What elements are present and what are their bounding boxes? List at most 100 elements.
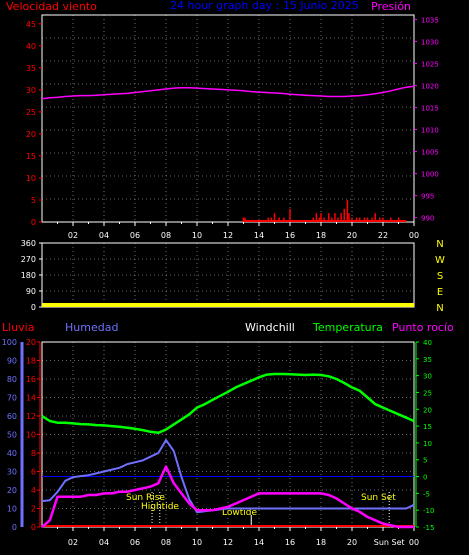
compass-label: S xyxy=(437,271,443,282)
dewpoint-label: Punto rocío xyxy=(392,321,454,334)
direction-y-tick-label: 180 xyxy=(21,271,36,280)
pressure-y-tick-label: 1030 xyxy=(421,38,439,46)
humidity-y-tick-label: 60 xyxy=(7,412,17,421)
compass-label: N xyxy=(436,303,443,314)
x-tick-label: 16 xyxy=(285,538,295,547)
temperature-y-tick-label: 35 xyxy=(423,356,432,364)
rain-y-tick-label: 0 xyxy=(31,523,36,532)
x-tick-label: 08 xyxy=(161,538,171,547)
temperature-y-tick-label: 15 xyxy=(423,423,432,431)
rain-y-tick-label: 4 xyxy=(31,486,36,495)
humidity-y-tick-label: 90 xyxy=(7,357,17,366)
graph-date-title: 24 hour graph day : 15 Junio 2025 xyxy=(170,0,359,12)
dewpoint-line xyxy=(41,465,414,529)
wind-y-tick-label: 35 xyxy=(26,64,36,73)
humidity-y-tick-label: 70 xyxy=(7,394,17,403)
rain-y-tick-label: 18 xyxy=(26,357,36,366)
pressure-y-tick-label: 995 xyxy=(421,193,434,201)
wind-y-tick-label: 10 xyxy=(26,174,36,183)
windchill-label: Windchill xyxy=(245,321,295,334)
x-tick-label: 02 xyxy=(68,538,78,547)
wind-y-tick-label: 45 xyxy=(26,20,36,29)
rain-y-tick-label: 16 xyxy=(26,375,36,384)
lowtide-label: Lowtide xyxy=(222,508,257,518)
x-tick-label: 20 xyxy=(347,538,357,547)
pressure-y-tick-label: 1025 xyxy=(421,60,439,68)
x-tick-label: 18 xyxy=(316,538,326,547)
wind-y-tick-label: 40 xyxy=(26,42,36,51)
direction-y-tick-label: 360 xyxy=(21,239,36,248)
temperature-line xyxy=(41,372,415,435)
x-tick-label: 10 xyxy=(192,231,202,240)
pressure-line xyxy=(41,85,415,100)
direction-y-tick-label: 270 xyxy=(21,255,36,264)
wind-y-tick-label: 0 xyxy=(31,218,36,227)
rain-y-tick-label: 12 xyxy=(26,412,36,421)
compass-label: N xyxy=(436,239,443,250)
x-tick-label: 08 xyxy=(161,231,171,240)
temperature-y-tick-label: 30 xyxy=(423,373,432,381)
temperature-y-tick-label: 10 xyxy=(423,440,432,448)
sunset-label: Sun Set xyxy=(361,493,396,503)
humidity-y-tick-label: 80 xyxy=(7,375,17,384)
humidity-y-tick-label: 100 xyxy=(2,338,17,347)
wind-y-tick-label: 15 xyxy=(26,152,36,161)
x-tick-label: 16 xyxy=(285,231,295,240)
humidity-y-tick-label: 30 xyxy=(7,468,17,477)
wind-y-tick-label: 25 xyxy=(26,108,36,117)
x-tick-label: 00 xyxy=(409,231,419,240)
pressure-title: Presión xyxy=(371,0,411,13)
wind-y-tick-label: 20 xyxy=(26,130,36,139)
x-tick-label: 06 xyxy=(130,538,140,547)
grid-lines xyxy=(42,342,414,527)
humidity-y-tick-label: 40 xyxy=(7,449,17,458)
x-tick-label: 14 xyxy=(254,538,264,547)
sunset-x-label: Sun Set xyxy=(374,538,405,547)
rain-y-tick-label: 20 xyxy=(26,338,36,347)
compass-label: E xyxy=(437,287,443,298)
grid-lines xyxy=(42,15,414,222)
pressure-y-tick-label: 1010 xyxy=(421,127,439,135)
humidity-y-tick-label: 20 xyxy=(7,486,17,495)
rain-y-tick-label: 2 xyxy=(31,505,36,514)
pressure-y-tick-label: 1020 xyxy=(421,82,439,90)
pressure-y-tick-label: 1005 xyxy=(421,149,439,157)
temperature-y-tick-label: -10 xyxy=(423,507,434,515)
x-tick-label: 18 xyxy=(316,231,326,240)
pressure-y-tick-label: 1000 xyxy=(421,171,439,179)
x-tick-label: 14 xyxy=(254,231,264,240)
direction-y-tick-label: 0 xyxy=(31,303,36,312)
direction-y-tick-label: 90 xyxy=(26,287,36,296)
temperature-y-tick-label: 5 xyxy=(423,457,427,465)
rain-y-tick-label: 14 xyxy=(26,394,36,403)
temperature-y-tick-label: 0 xyxy=(423,474,427,482)
rain-y-tick-label: 10 xyxy=(26,431,36,440)
x-tick-label: 22 xyxy=(378,231,388,240)
temperature-label: Temperatura xyxy=(312,321,383,334)
pressure-y-tick-label: 1035 xyxy=(421,16,439,24)
wind-y-tick-label: 30 xyxy=(26,86,36,95)
x-tick-label: 04 xyxy=(99,538,109,547)
temperature-y-tick-label: 25 xyxy=(423,389,432,397)
grid-lines xyxy=(42,243,414,307)
x-tick-label: 02 xyxy=(68,231,78,240)
sunrise-label: Sun Rise xyxy=(126,493,165,503)
rain-label: Lluvia xyxy=(2,321,34,334)
x-tick-label: 20 xyxy=(347,231,357,240)
x-tick-label: 12 xyxy=(223,231,233,240)
pressure-y-tick-label: 990 xyxy=(421,215,434,223)
compass-label: W xyxy=(435,255,445,266)
wind-speed-title: Velocidad viento xyxy=(6,0,97,13)
x-tick-label: 04 xyxy=(99,231,109,240)
temperature-y-tick-label: -15 xyxy=(423,524,434,532)
rain-y-tick-label: 6 xyxy=(31,468,36,477)
x-tick-label: 06 xyxy=(130,231,140,240)
temperature-y-tick-label: -5 xyxy=(423,490,430,498)
humidity-y-tick-label: 0 xyxy=(12,523,17,532)
x-tick-label: 12 xyxy=(223,538,233,547)
x-tick-label: 10 xyxy=(192,538,202,547)
wind-pressure-frame xyxy=(41,14,415,223)
pressure-y-tick-label: 1015 xyxy=(421,104,439,112)
